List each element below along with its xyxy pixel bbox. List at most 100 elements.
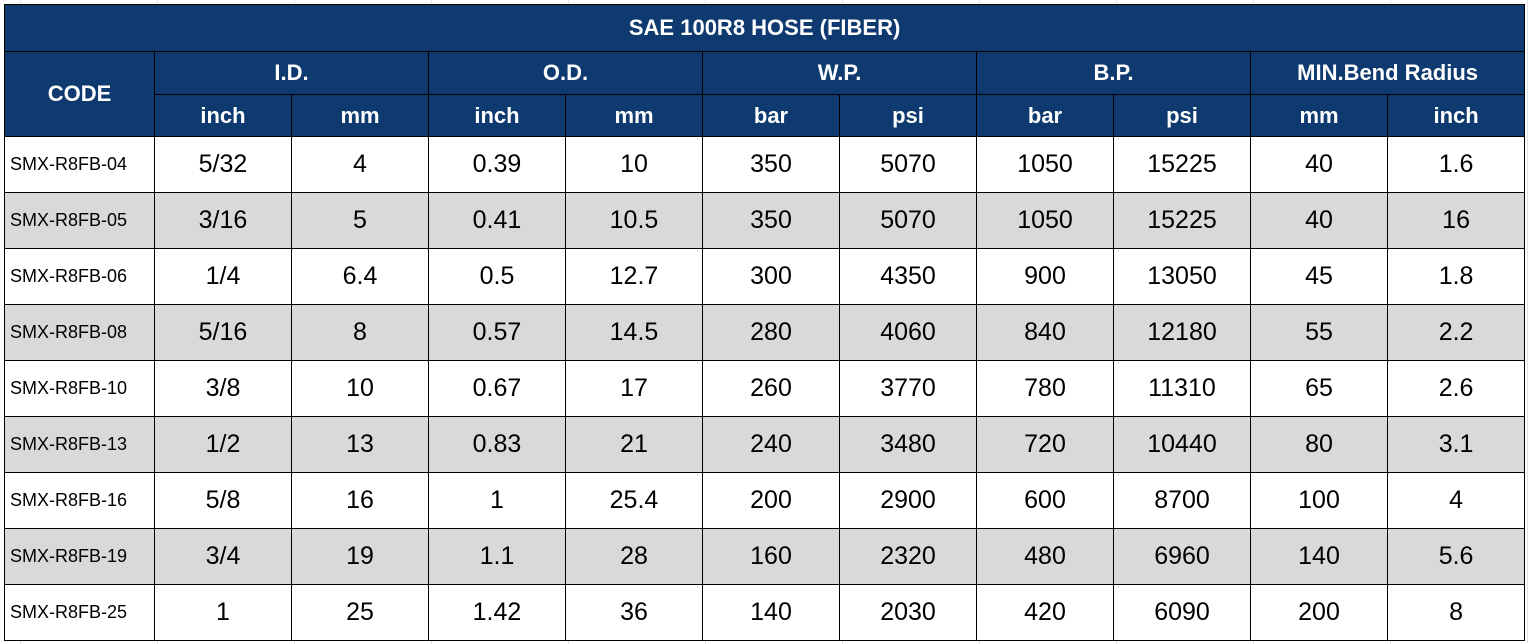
value-cell: 260 xyxy=(702,360,840,417)
value-cell: 3480 xyxy=(839,416,977,473)
value-cell: 420 xyxy=(976,584,1114,641)
value-cell: 1050 xyxy=(976,136,1114,193)
value-cell: 2.6 xyxy=(1386,360,1526,417)
value-cell: 1/4 xyxy=(154,248,292,305)
value-cell: 8 xyxy=(291,304,429,361)
value-cell: 6960 xyxy=(1113,528,1251,585)
value-cell: 2900 xyxy=(839,472,977,529)
table-row: SMX-R8FB-08 5/16 8 0.57 14.5 280 4060 840 12180 5… xyxy=(4,304,1526,361)
table-row: SMX-R8FB-16 5/8 16 1 25.4 200 2900 600 8700 100 4 xyxy=(4,472,1526,529)
code-cell: SMX-R8FB-06 xyxy=(4,248,155,305)
unit-header: inch xyxy=(154,94,292,137)
code-cell: SMX-R8FB-25 xyxy=(4,584,155,641)
value-cell: 5070 xyxy=(839,192,977,249)
table-row: SMX-R8FB-04 5/32 4 0.39 10 350 5070 1050 15225 40… xyxy=(4,136,1526,193)
value-cell: 0.39 xyxy=(428,136,566,193)
group-header: O.D. xyxy=(428,51,703,95)
value-cell: 12180 xyxy=(1113,304,1251,361)
code-cell: SMX-R8FB-05 xyxy=(4,192,155,249)
value-cell: 28 xyxy=(565,528,703,585)
value-cell: 0.41 xyxy=(428,192,566,249)
value-cell: 0.67 xyxy=(428,360,566,417)
unit-header: psi xyxy=(839,94,977,137)
value-cell: 12.7 xyxy=(565,248,703,305)
value-cell: 1 xyxy=(154,584,292,641)
value-cell: 840 xyxy=(976,304,1114,361)
value-cell: 4 xyxy=(1386,472,1526,529)
code-cell: SMX-R8FB-16 xyxy=(4,472,155,529)
value-cell: 36 xyxy=(565,584,703,641)
value-cell: 140 xyxy=(1250,528,1388,585)
value-cell: 1 xyxy=(428,472,566,529)
unit-header: mm xyxy=(1250,94,1388,137)
value-cell: 5/16 xyxy=(154,304,292,361)
value-cell: 8700 xyxy=(1113,472,1251,529)
value-cell: 160 xyxy=(702,528,840,585)
value-cell: 55 xyxy=(1250,304,1388,361)
value-cell: 600 xyxy=(976,472,1114,529)
value-cell: 15225 xyxy=(1113,192,1251,249)
value-cell: 300 xyxy=(702,248,840,305)
value-cell: 1.1 xyxy=(428,528,566,585)
value-cell: 5/8 xyxy=(154,472,292,529)
unit-header: mm xyxy=(291,94,429,137)
value-cell: 5.6 xyxy=(1386,528,1526,585)
table-row: SMX-R8FB-13 1/2 13 0.83 21 240 3480 720 10440 80 3… xyxy=(4,416,1526,473)
value-cell: 14.5 xyxy=(565,304,703,361)
group-header: I.D. xyxy=(154,51,429,95)
unit-header: psi xyxy=(1113,94,1251,137)
value-cell: 0.57 xyxy=(428,304,566,361)
value-cell: 10440 xyxy=(1113,416,1251,473)
value-cell: 3/16 xyxy=(154,192,292,249)
value-cell: 5 xyxy=(291,192,429,249)
value-cell: 13 xyxy=(291,416,429,473)
value-cell: 4350 xyxy=(839,248,977,305)
value-cell: 80 xyxy=(1250,416,1388,473)
value-cell: 5070 xyxy=(839,136,977,193)
value-cell: 10 xyxy=(291,360,429,417)
value-cell: 140 xyxy=(702,584,840,641)
value-cell: 25.4 xyxy=(565,472,703,529)
value-cell: 21 xyxy=(565,416,703,473)
value-cell: 2030 xyxy=(839,584,977,641)
value-cell: 900 xyxy=(976,248,1114,305)
value-cell: 10 xyxy=(565,136,703,193)
value-cell: 1.42 xyxy=(428,584,566,641)
value-cell: 11310 xyxy=(1113,360,1251,417)
table-row: SMX-R8FB-25 1 25 1.42 36 140 2030 420 6090 200 8 xyxy=(4,584,1526,641)
value-cell: 3770 xyxy=(839,360,977,417)
value-cell: 6.4 xyxy=(291,248,429,305)
value-cell: 1050 xyxy=(976,192,1114,249)
code-cell: SMX-R8FB-04 xyxy=(4,136,155,193)
value-cell: 720 xyxy=(976,416,1114,473)
group-header: MIN.Bend Radius xyxy=(1249,51,1526,95)
value-cell: 19 xyxy=(291,528,429,585)
group-header: W.P. xyxy=(702,51,977,95)
value-cell: 240 xyxy=(702,416,840,473)
value-cell: 350 xyxy=(702,192,840,249)
unit-header: bar xyxy=(976,94,1114,137)
unit-header: bar xyxy=(702,94,840,137)
value-cell: 3/4 xyxy=(154,528,292,585)
unit-header: inch xyxy=(428,94,566,137)
value-cell: 2320 xyxy=(839,528,977,585)
group-header: B.P. xyxy=(976,51,1251,95)
value-cell: 1.6 xyxy=(1386,136,1526,193)
value-cell: 17 xyxy=(565,360,703,417)
unit-header: mm xyxy=(565,94,703,137)
code-cell: SMX-R8FB-08 xyxy=(4,304,155,361)
value-cell: 3.1 xyxy=(1386,416,1526,473)
value-cell: 15225 xyxy=(1113,136,1251,193)
table-row: SMX-R8FB-10 3/8 10 0.67 17 260 3770 780 11310 65 2… xyxy=(4,360,1526,417)
value-cell: 350 xyxy=(702,136,840,193)
value-cell: 65 xyxy=(1250,360,1388,417)
code-cell: SMX-R8FB-19 xyxy=(4,528,155,585)
value-cell: 0.83 xyxy=(428,416,566,473)
value-cell: 25 xyxy=(291,584,429,641)
code-cell: SMX-R8FB-13 xyxy=(4,416,155,473)
value-cell: 4 xyxy=(291,136,429,193)
value-cell: 100 xyxy=(1250,472,1388,529)
value-cell: 200 xyxy=(702,472,840,529)
value-cell: 780 xyxy=(976,360,1114,417)
value-cell: 8 xyxy=(1386,584,1526,641)
